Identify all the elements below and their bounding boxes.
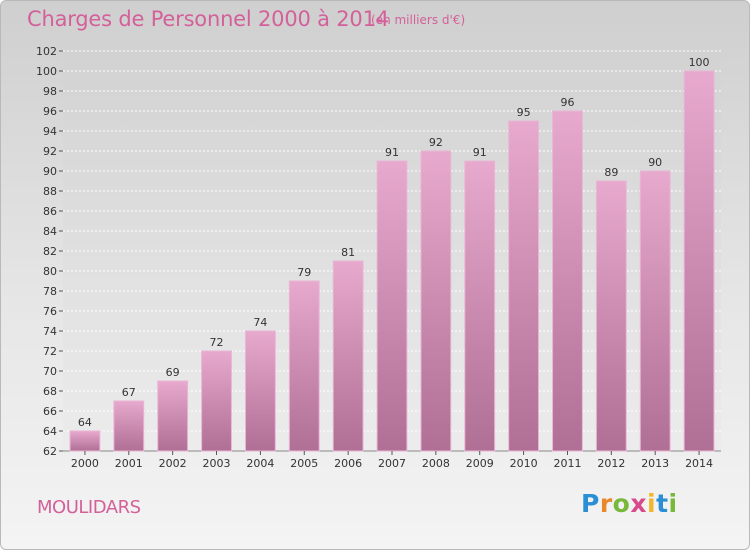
bar-2013	[639, 170, 671, 452]
y-tick-label: 84	[43, 225, 57, 238]
bar-2007	[376, 160, 408, 452]
x-tick-label: 2005	[290, 457, 318, 470]
x-tick-label: 2006	[334, 457, 362, 470]
logo-letter: i	[668, 489, 678, 518]
x-tick-label: 2001	[115, 457, 143, 470]
bar-value-label: 95	[517, 106, 531, 119]
y-tick-label: 92	[43, 145, 57, 158]
bar-value-label: 90	[648, 156, 662, 169]
logo-letter: x	[630, 489, 647, 518]
y-tick-label: 64	[43, 425, 57, 438]
x-tick-label: 2002	[159, 457, 187, 470]
bar-2006	[332, 260, 364, 452]
logo-letter: t	[656, 489, 669, 518]
bar-2000	[69, 430, 101, 452]
logo-letter: r	[599, 489, 613, 518]
y-tick-label: 70	[43, 365, 57, 378]
x-tick-label: 2008	[422, 457, 450, 470]
x-tick-label: 2000	[71, 457, 99, 470]
y-tick-label: 98	[43, 85, 57, 98]
y-tick-label: 80	[43, 265, 57, 278]
bar-value-label: 81	[341, 246, 355, 259]
bar-value-label: 91	[385, 146, 399, 159]
bar-2004	[244, 330, 276, 452]
bar-2011	[552, 110, 583, 452]
bar-value-label: 92	[429, 136, 443, 149]
bar-2014	[683, 70, 715, 452]
x-axis: 2000 2001 2002 2003 2004 2005 2006 2007 2008 2009…	[71, 451, 713, 470]
x-tick-label: 2010	[510, 457, 538, 470]
bar-value-label: 100	[689, 56, 710, 69]
logo-letter: P	[581, 489, 600, 518]
bar-2003	[201, 350, 232, 452]
y-axis: 62 64 66 68 70 72 74 76 78 80 82 84 86 88 90 92 94 96 98 10…	[36, 45, 721, 458]
x-tick-label: 2011	[553, 457, 581, 470]
y-tick-label: 102	[36, 45, 57, 58]
chart-title: Charges de Personnel 2000 à 2014	[27, 7, 389, 31]
bar-value-label: 67	[122, 386, 136, 399]
bar-2001	[113, 400, 145, 452]
y-tick-label: 86	[43, 205, 57, 218]
x-tick-label: 2014	[685, 457, 713, 470]
logo-letter: i	[647, 489, 657, 518]
bar-value-label: 89	[604, 166, 618, 179]
y-tick-label: 68	[43, 385, 57, 398]
bar-2012	[595, 180, 627, 452]
y-tick-label: 62	[43, 445, 57, 458]
y-tick-label: 100	[36, 65, 57, 78]
bar-2009	[464, 160, 496, 452]
x-tick-label: 2003	[203, 457, 231, 470]
proxiti-logo[interactable]: Proxiti	[581, 489, 678, 518]
bar-2005	[288, 280, 320, 452]
y-tick-label: 76	[43, 305, 57, 318]
y-tick-label: 74	[43, 325, 57, 338]
y-tick-label: 82	[43, 245, 57, 258]
y-tick-label: 66	[43, 405, 57, 418]
y-tick-label: 72	[43, 345, 57, 358]
y-tick-label: 94	[43, 125, 57, 138]
commune-name: MOULIDARS	[37, 497, 141, 518]
bar-value-label: 79	[297, 266, 311, 279]
x-tick-label: 2007	[378, 457, 406, 470]
bar-value-label: 69	[166, 366, 180, 379]
x-tick-label: 2012	[597, 457, 625, 470]
bar-value-label: 72	[210, 336, 224, 349]
bar-2002	[157, 380, 189, 452]
bar-value-label: 64	[78, 416, 92, 429]
x-tick-label: 2004	[246, 457, 274, 470]
bar-value-label: 74	[253, 316, 267, 329]
bar-value-label: 91	[473, 146, 487, 159]
bar-value-label: 96	[560, 96, 574, 109]
x-tick-label: 2009	[466, 457, 494, 470]
y-tick-label: 78	[43, 285, 57, 298]
y-tick-label: 96	[43, 105, 57, 118]
chart-subtitle: (en milliers d'€)	[371, 13, 466, 27]
logo-letter: o	[612, 489, 631, 518]
bar-2010	[508, 120, 540, 452]
y-tick-label: 88	[43, 185, 57, 198]
y-tick-label: 90	[43, 165, 57, 178]
x-tick-label: 2013	[641, 457, 669, 470]
bar-2008	[420, 150, 452, 452]
